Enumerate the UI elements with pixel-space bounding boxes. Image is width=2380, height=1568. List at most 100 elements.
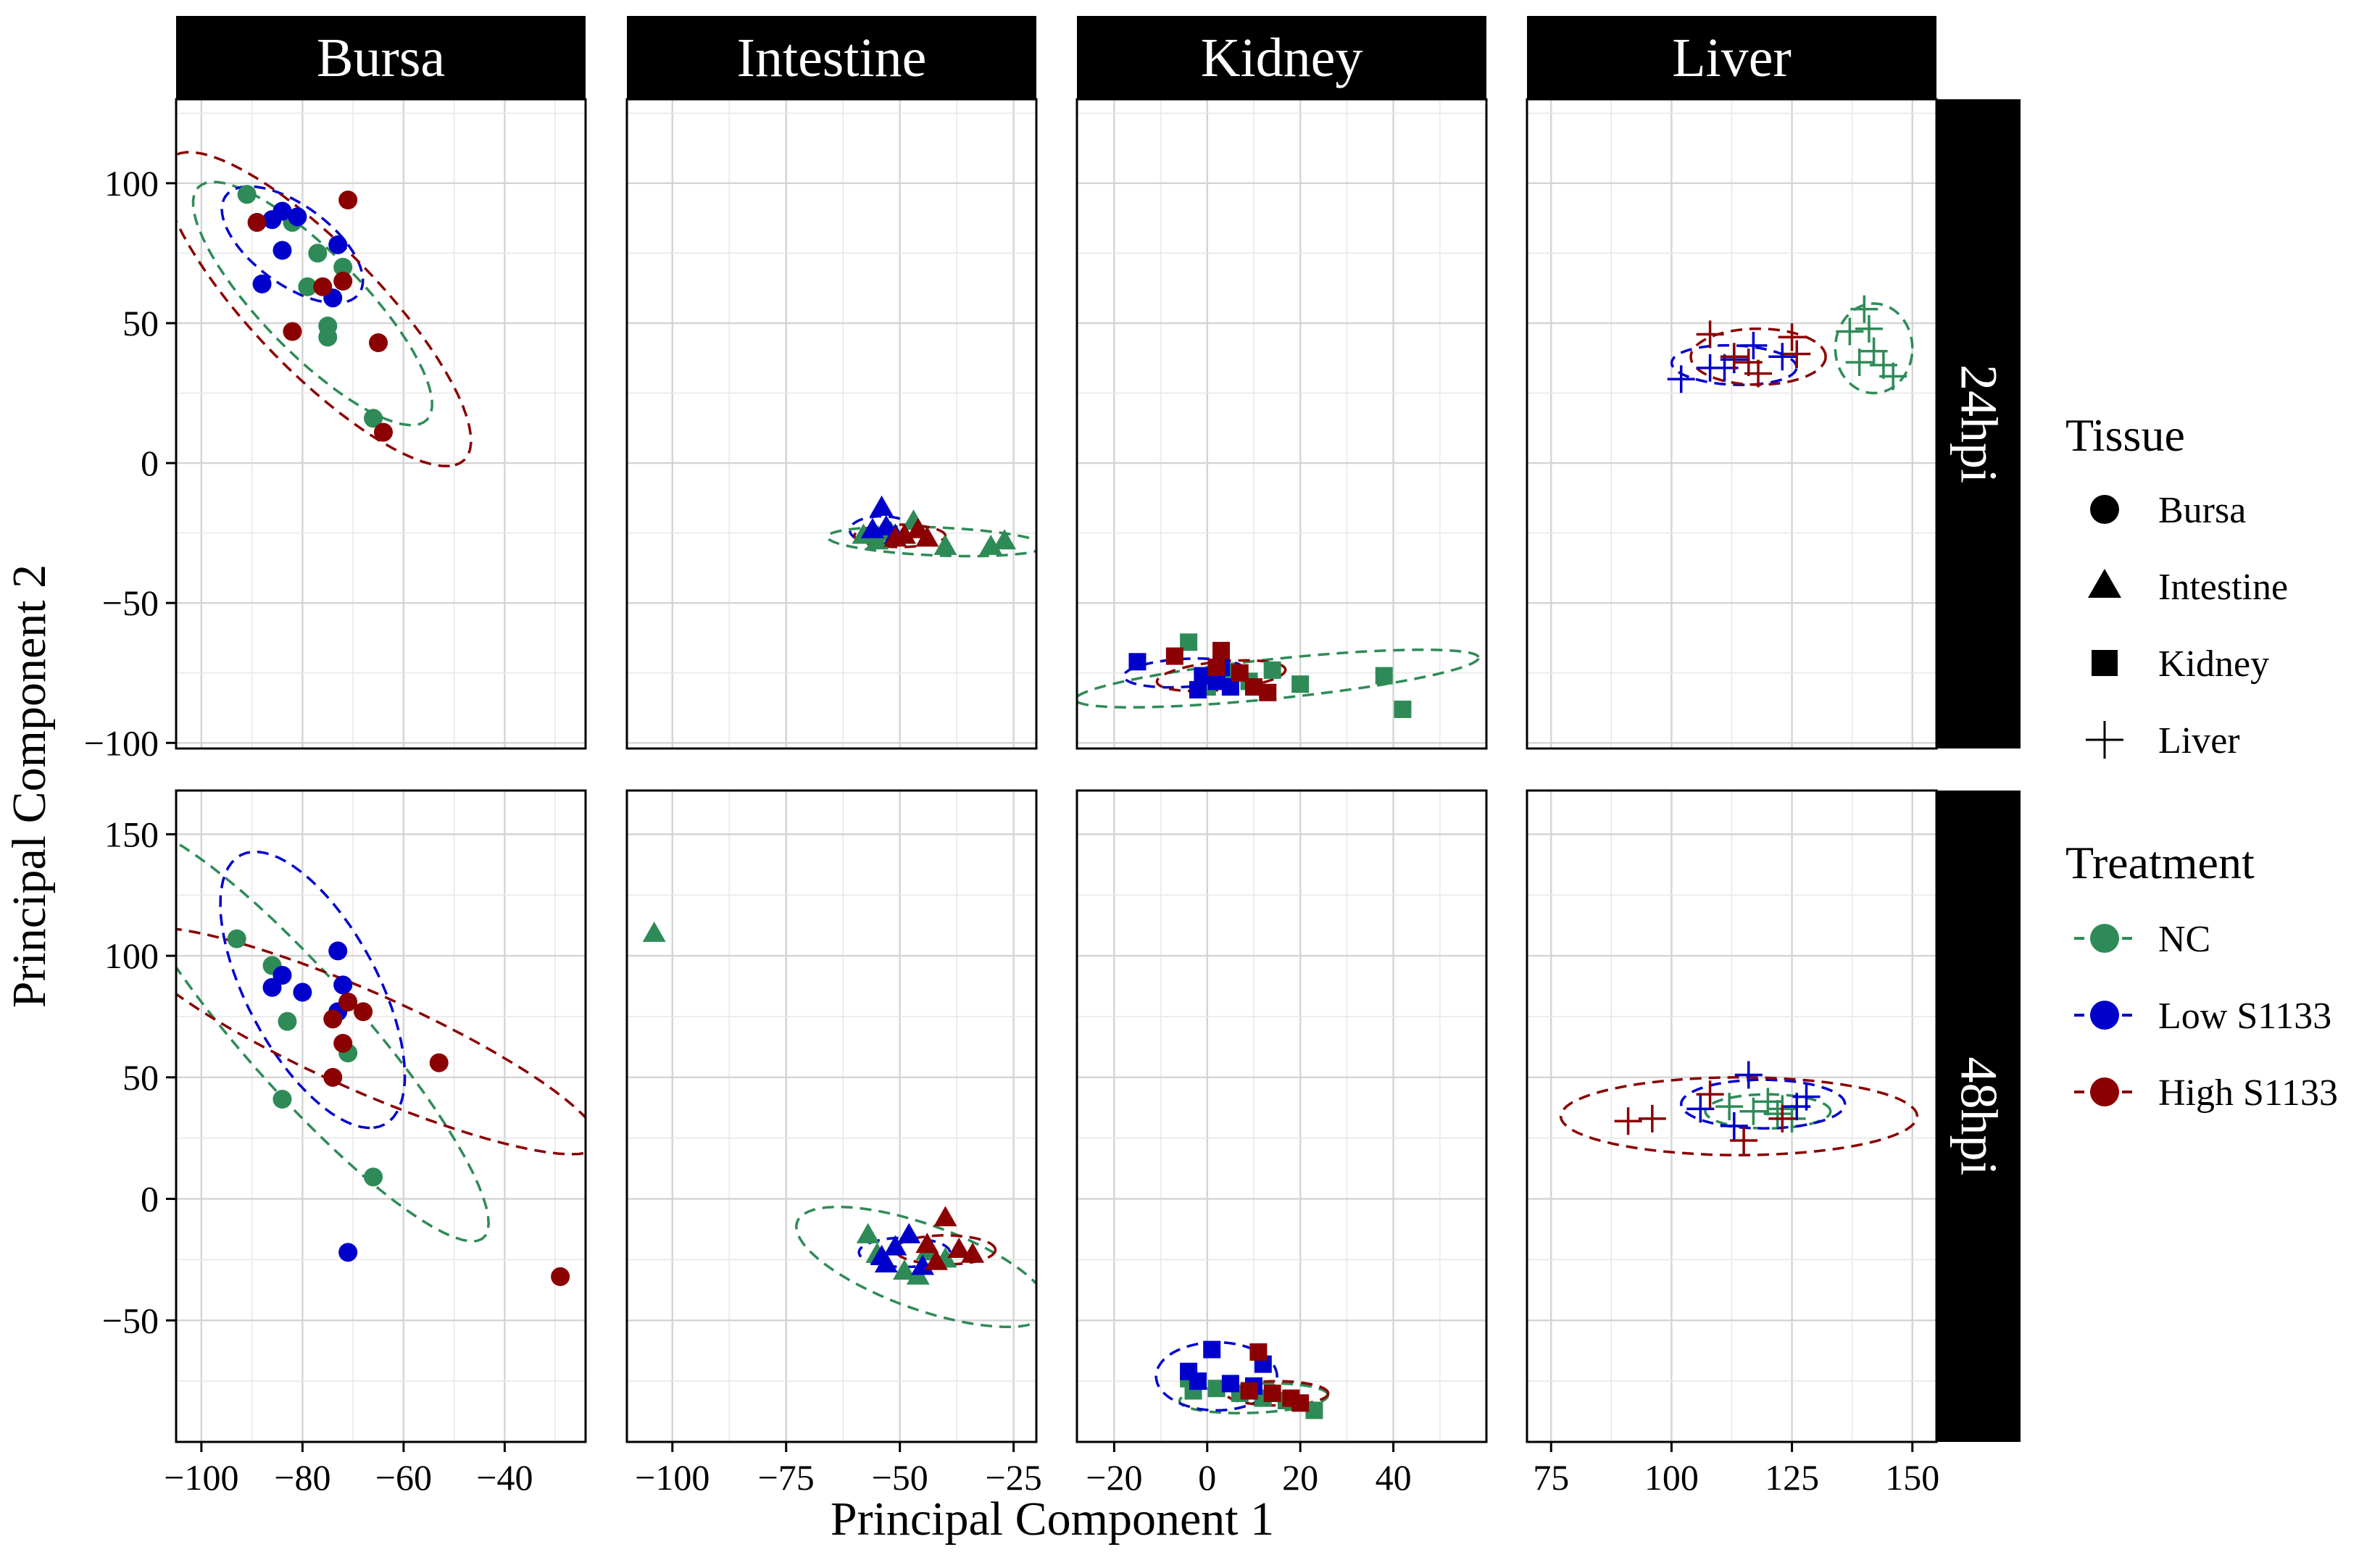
point-low-s1133 — [1783, 1093, 1811, 1121]
legend-item-label: NC — [2158, 919, 2210, 960]
x-tick-label: −25 — [986, 1457, 1042, 1498]
panel-border — [625, 789, 1038, 1443]
point-low-s1133 — [328, 235, 348, 254]
x-tick-label: 100 — [1644, 1457, 1699, 1498]
point-nc — [852, 523, 875, 544]
point-nc — [642, 921, 666, 942]
legend-key-triangle — [2088, 569, 2121, 598]
ellipse-high-s1133 — [176, 927, 586, 1156]
point-low-s1133 — [1739, 331, 1768, 359]
point-high-s1133 — [323, 1067, 343, 1087]
point-high-s1133 — [313, 277, 333, 296]
panel-intestine-48hpi — [625, 789, 1038, 1443]
point-low-s1133 — [272, 241, 292, 260]
point-nc — [979, 534, 1003, 555]
strip-48hpi — [1937, 791, 2021, 1442]
gridlines — [1527, 99, 1936, 748]
panel-background — [627, 99, 1036, 748]
point-low-s1133 — [870, 495, 894, 516]
y-tick-label: 100 — [104, 163, 159, 204]
panel-border — [1526, 98, 1938, 750]
y-tick-label: −100 — [84, 722, 159, 763]
x-tick-label: −50 — [872, 1457, 928, 1498]
legend-tissue-title: Tissue — [2065, 409, 2185, 461]
ellipse-low-s1133 — [1670, 343, 1798, 386]
legend-key-circle — [2090, 495, 2119, 524]
panel-border — [1075, 98, 1488, 750]
panel-bursa-24hpi — [175, 98, 587, 750]
point-low-s1133 — [293, 983, 312, 1002]
point-low-s1133 — [262, 977, 282, 997]
point-nc — [1763, 1100, 1792, 1128]
point-high-s1133 — [338, 992, 358, 1012]
strip-label-liver: Liver — [1672, 28, 1792, 88]
panel-data — [1154, 1340, 1330, 1419]
legend-item-intestine: Intestine — [2088, 567, 2288, 608]
ellipse-high-s1133 — [1155, 659, 1287, 693]
point-nc — [1855, 314, 1883, 343]
panel-border — [175, 98, 587, 750]
point-nc — [1879, 362, 1907, 391]
strip-bursa — [176, 16, 586, 99]
x-tick-label: −20 — [1086, 1457, 1142, 1498]
point-nc — [1715, 1093, 1744, 1121]
point-nc — [993, 529, 1017, 550]
point-low-s1133 — [1128, 653, 1147, 671]
ellipse-nc — [794, 1205, 1036, 1328]
axes-layer: −100 −50 0 50 100 −100 −80 −60 −40 −50 0 50 100 150 −1… — [84, 163, 1939, 1498]
gridlines — [176, 791, 586, 1442]
point-low-s1133 — [1720, 1112, 1748, 1140]
ellipse-low-s1133 — [848, 514, 915, 546]
point-nc — [1291, 675, 1310, 693]
point-low-s1133 — [897, 1222, 921, 1243]
gridlines — [176, 99, 586, 748]
legend-key-dot — [2090, 924, 2119, 953]
panel-border — [1075, 789, 1488, 1443]
panel-border — [625, 98, 1038, 750]
x-tick-label: 75 — [1533, 1457, 1569, 1498]
legend-item-label: Bursa — [2158, 490, 2246, 531]
point-nc — [237, 185, 257, 204]
point-high-s1133 — [1768, 1104, 1797, 1133]
panel-border — [1526, 789, 1938, 1443]
legend-item-high-s1133: High S1133 — [2074, 1072, 2338, 1114]
legend-item-label: Liver — [2158, 720, 2240, 762]
point-nc — [1394, 700, 1412, 718]
gridlines — [627, 791, 1036, 1442]
panel-background — [1077, 99, 1486, 748]
point-high-s1133 — [333, 272, 353, 291]
point-nc — [856, 1222, 880, 1243]
point-high-s1133 — [915, 1233, 939, 1254]
y-axis-title: Principal Component 2 — [3, 564, 56, 1008]
panel-kidney-24hpi — [1075, 98, 1488, 750]
point-nc — [1836, 317, 1864, 346]
ellipse-high-s1133 — [1559, 1076, 1919, 1156]
gridlines — [1077, 791, 1486, 1442]
legend-item-kidney: Kidney — [2092, 643, 2269, 685]
y-tick-label: −50 — [102, 1300, 159, 1340]
point-high-s1133 — [1240, 1382, 1258, 1400]
strip-label-bursa: Bursa — [317, 28, 445, 88]
point-high-s1133 — [323, 1009, 343, 1029]
panel-data — [176, 841, 586, 1286]
panel-data — [1559, 1061, 1919, 1156]
strip-label-48hpi: 48hpi — [1950, 1056, 2008, 1175]
y-tick-label: 0 — [141, 443, 159, 483]
point-high-s1133 — [1734, 349, 1763, 377]
ellipse-low-s1133 — [1679, 1078, 1847, 1130]
point-low-s1133 — [883, 1235, 907, 1256]
panel-background — [627, 791, 1036, 1442]
point-low-s1133 — [328, 941, 348, 961]
point-high-s1133 — [1638, 1104, 1666, 1133]
point-nc — [892, 1259, 916, 1280]
x-tick-label: 150 — [1885, 1457, 1939, 1498]
y-tick-label: 100 — [104, 935, 159, 976]
point-high-s1133 — [1696, 320, 1724, 349]
point-low-s1133 — [1667, 365, 1695, 393]
point-high-s1133 — [429, 1053, 449, 1072]
point-nc — [298, 277, 317, 296]
x-axis-title: Principal Component 1 — [831, 1493, 1274, 1546]
point-nc — [1850, 295, 1878, 323]
point-high-s1133 — [1696, 1080, 1724, 1109]
point-high-s1133 — [961, 1242, 985, 1263]
